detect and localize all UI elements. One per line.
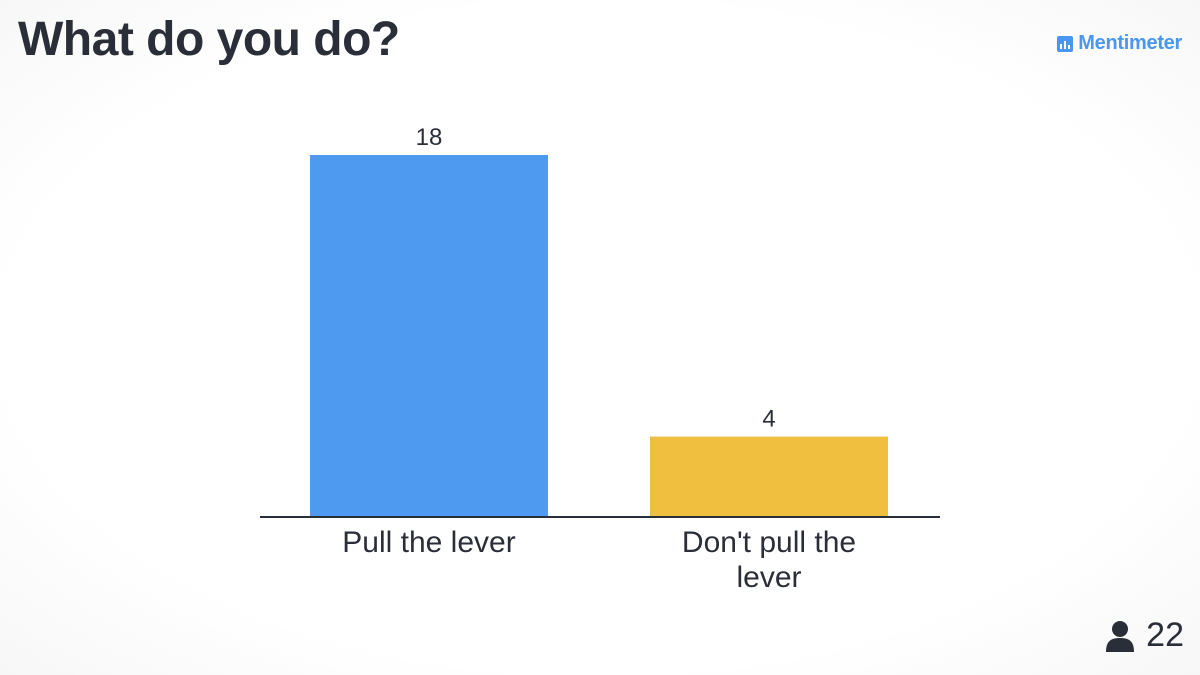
category-label-line: Don't pull the — [682, 526, 856, 559]
person-icon — [1106, 620, 1135, 652]
brand-logo: Mentimeter — [1057, 32, 1182, 55]
bar-1 — [650, 436, 888, 517]
category-label: Pull the lever — [342, 526, 515, 559]
bar-0 — [310, 155, 548, 517]
category-label: Don't pull the lever — [682, 526, 856, 594]
bar-value-label: 18 — [416, 124, 443, 151]
category-label-line: Pull the lever — [342, 526, 515, 559]
brand-name: Mentimeter — [1078, 32, 1182, 54]
category-label-line: lever — [736, 561, 801, 594]
question-title: What do you do? — [18, 13, 400, 66]
participant-count-value: 22 — [1146, 616, 1184, 654]
bar-value-label: 4 — [762, 406, 775, 433]
participant-count: 22 — [1106, 616, 1184, 655]
mentimeter-logo-icon — [1057, 35, 1074, 52]
